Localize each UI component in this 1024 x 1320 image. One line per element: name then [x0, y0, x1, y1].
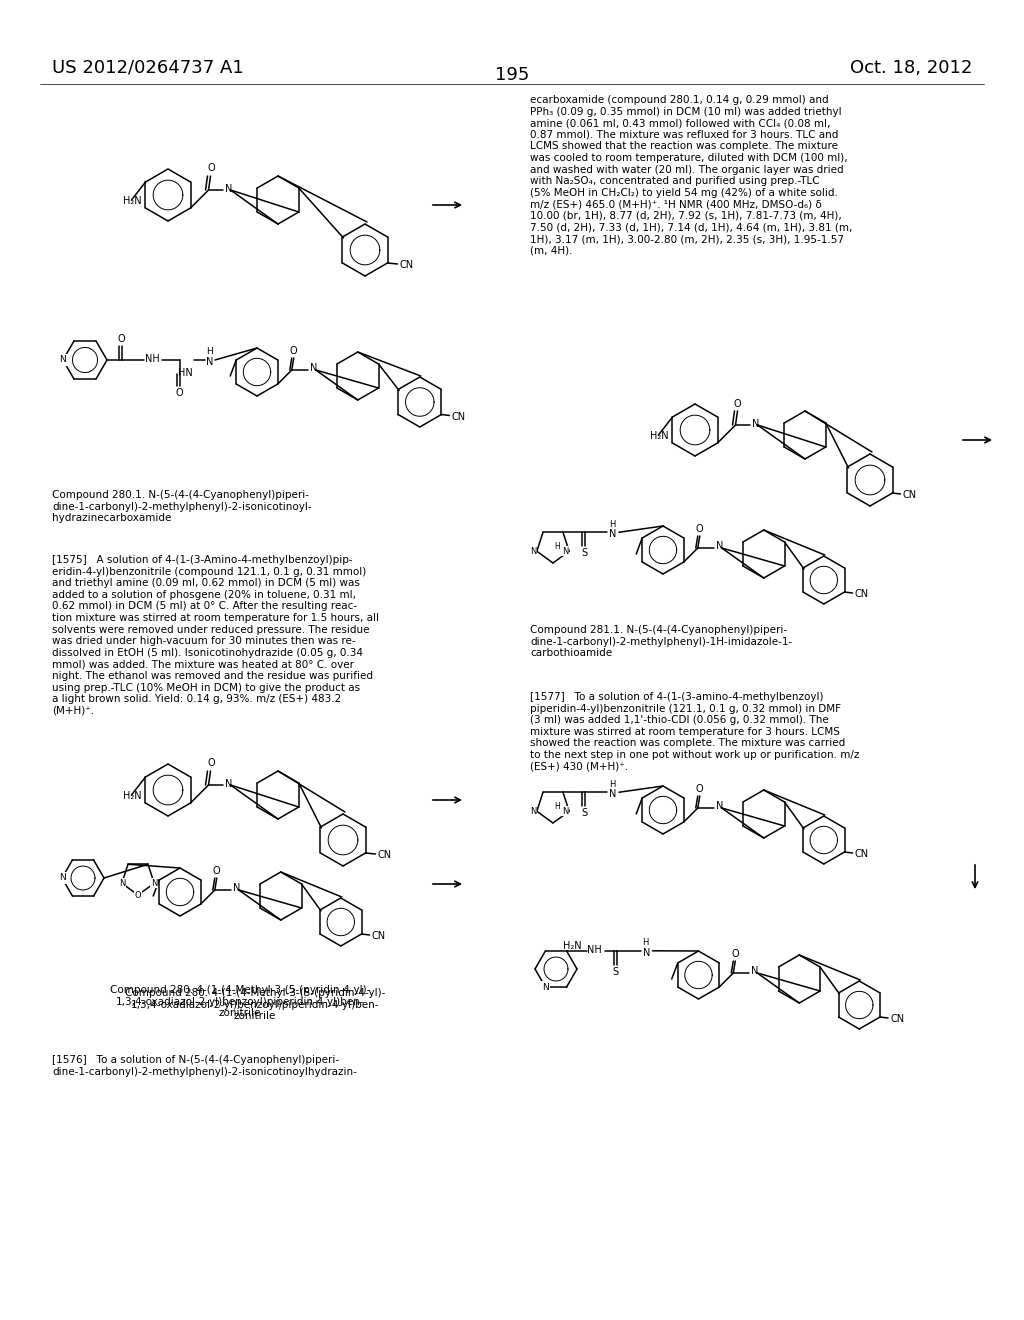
- Text: CN: CN: [902, 490, 916, 500]
- Text: O: O: [117, 334, 125, 345]
- Text: N: N: [310, 363, 317, 374]
- Text: O: O: [135, 891, 141, 899]
- Text: [1575]   A solution of 4-(1-(3-Amino-4-methylbenzoyl)pip-
eridin-4-yl)benzonitri: [1575] A solution of 4-(1-(3-Amino-4-met…: [52, 554, 379, 715]
- Text: H: H: [554, 541, 560, 550]
- Text: N: N: [562, 807, 568, 816]
- Text: N: N: [752, 966, 759, 975]
- Text: N: N: [542, 982, 549, 991]
- Text: 195: 195: [495, 66, 529, 84]
- Text: N: N: [232, 883, 241, 894]
- Text: S: S: [581, 548, 587, 558]
- Text: CN: CN: [855, 849, 868, 859]
- Text: H: H: [206, 347, 213, 356]
- Text: N: N: [752, 418, 759, 429]
- Text: O: O: [290, 346, 298, 356]
- Text: N: N: [562, 546, 568, 556]
- Text: N: N: [58, 874, 66, 883]
- Text: O: O: [696, 784, 703, 795]
- Text: H: H: [609, 520, 615, 529]
- Text: HN: HN: [178, 368, 193, 378]
- Text: N: N: [206, 356, 213, 367]
- Text: Compound 280. 4-(1-(4-Methyl-3-(5-(pyridin-4-yl)-
1,3,4-oxadiazol-2-yl)benzoyl)p: Compound 280. 4-(1-(4-Methyl-3-(5-(pyrid…: [110, 985, 371, 1018]
- Text: S: S: [581, 808, 587, 818]
- Text: Compound 281.1. N-(5-(4-(4-Cyanophenyl)piperi-
dine-1-carbonyl)-2-methylphenyl)-: Compound 281.1. N-(5-(4-(4-Cyanophenyl)p…: [530, 624, 793, 659]
- Text: [1577]   To a solution of 4-(1-(3-amino-4-methylbenzoyl)
piperidin-4-yl)benzonit: [1577] To a solution of 4-(1-(3-amino-4-…: [530, 692, 859, 772]
- Text: NH: NH: [588, 945, 602, 954]
- Text: H: H: [642, 939, 649, 948]
- Text: N: N: [224, 779, 231, 789]
- Text: H₂N: H₂N: [562, 941, 582, 950]
- Text: N: N: [609, 529, 616, 540]
- Text: N: N: [716, 801, 723, 810]
- Text: O: O: [731, 949, 739, 960]
- Text: NH: NH: [145, 354, 160, 364]
- Text: O: O: [208, 758, 215, 768]
- Text: N: N: [642, 948, 650, 958]
- Text: CN: CN: [890, 1014, 904, 1024]
- Text: H₂N: H₂N: [650, 432, 669, 441]
- Text: CN: CN: [855, 589, 868, 599]
- Text: CN: CN: [372, 931, 386, 941]
- Text: N: N: [530, 807, 537, 816]
- Text: CN: CN: [378, 850, 391, 861]
- Text: Oct. 18, 2012: Oct. 18, 2012: [850, 59, 972, 77]
- Text: N: N: [609, 789, 616, 799]
- Text: N: N: [151, 879, 158, 888]
- Text: CN: CN: [399, 260, 414, 271]
- Text: Compound 280.1. N-(5-(4-(4-Cyanophenyl)piperi-
dine-1-carbonyl)-2-methylphenyl)-: Compound 280.1. N-(5-(4-(4-Cyanophenyl)p…: [52, 490, 311, 523]
- Text: O: O: [213, 866, 220, 876]
- Text: O: O: [696, 524, 703, 535]
- Text: O: O: [208, 162, 215, 173]
- Text: N: N: [59, 355, 67, 364]
- Text: N: N: [716, 541, 723, 550]
- Text: H: H: [609, 780, 615, 789]
- Text: Compound 280. 4-(1-(4-Methyl-3-(5-(pyridin-4-yl)-
1,3,4-oxadiazol-2-yl)benzoyl)p: Compound 280. 4-(1-(4-Methyl-3-(5-(pyrid…: [125, 987, 385, 1022]
- Text: N: N: [530, 546, 537, 556]
- Text: N: N: [119, 879, 125, 888]
- Text: US 2012/0264737 A1: US 2012/0264737 A1: [52, 59, 244, 77]
- Text: S: S: [612, 966, 618, 977]
- Text: H₂N: H₂N: [123, 195, 141, 206]
- Text: H: H: [554, 801, 560, 810]
- Text: N: N: [224, 183, 231, 194]
- Text: O: O: [734, 399, 741, 409]
- Text: O: O: [175, 388, 183, 399]
- Text: CN: CN: [452, 412, 466, 421]
- Text: [1576]   To a solution of N-(5-(4-(4-Cyanophenyl)piperi-
dine-1-carbonyl)-2-meth: [1576] To a solution of N-(5-(4-(4-Cyano…: [52, 1055, 357, 1077]
- Text: ecarboxamide (compound 280.1, 0.14 g, 0.29 mmol) and
PPh₃ (0.09 g, 0.35 mmol) in: ecarboxamide (compound 280.1, 0.14 g, 0.…: [530, 95, 852, 256]
- Text: H₂N: H₂N: [123, 791, 141, 801]
